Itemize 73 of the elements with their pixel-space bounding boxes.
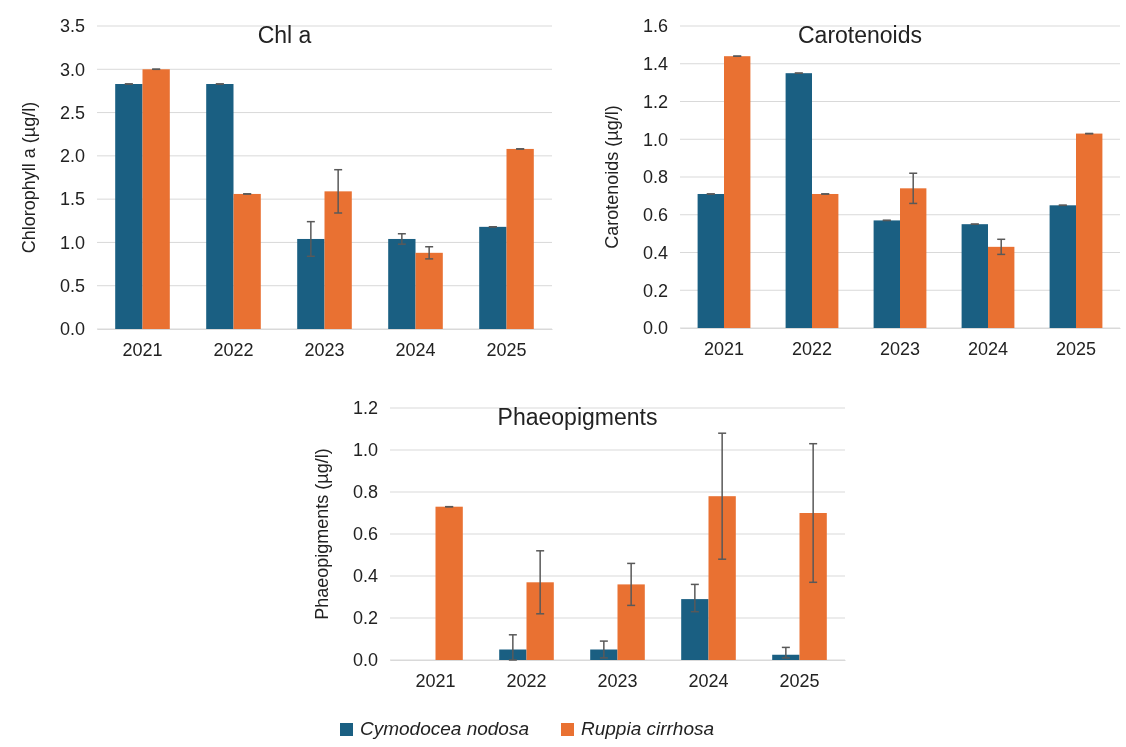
bar xyxy=(297,238,325,329)
y-tick-label: 1.0 xyxy=(59,232,85,253)
bar xyxy=(115,84,143,329)
y-tick-label: 3.5 xyxy=(59,16,85,37)
x-tick-label: 2021 xyxy=(415,670,456,691)
bar xyxy=(988,246,1015,328)
bar xyxy=(506,148,534,329)
y-axis-title: Chlorophyll a (µg/l) xyxy=(19,101,39,254)
y-tick-label: 2.0 xyxy=(59,146,85,167)
bar xyxy=(233,193,261,329)
bar xyxy=(1076,133,1103,328)
y-tick-label: 0.2 xyxy=(642,280,668,301)
y-tick-label: 2.5 xyxy=(59,102,85,123)
y-tick-label: 0.0 xyxy=(352,650,378,671)
x-tick-label: 2025 xyxy=(486,339,527,360)
y-tick-label: 0.2 xyxy=(352,608,378,629)
y-tick-label: 0.6 xyxy=(642,205,668,226)
bar xyxy=(697,193,724,328)
bar xyxy=(900,188,927,328)
y-tick-label: 1.2 xyxy=(352,398,378,419)
bar xyxy=(479,226,507,329)
x-tick-label: 2023 xyxy=(879,338,921,359)
x-tick-label: 2023 xyxy=(304,339,345,360)
x-tick-label: 2021 xyxy=(703,338,745,359)
y-tick-label: 0.8 xyxy=(352,482,378,503)
bar xyxy=(526,582,554,660)
bar xyxy=(388,238,416,329)
bar xyxy=(961,224,988,328)
chart-title: Chl a xyxy=(257,22,312,48)
bar xyxy=(681,599,709,660)
bar xyxy=(206,84,234,329)
bar xyxy=(724,56,751,328)
y-tick-label: 0.4 xyxy=(352,566,378,587)
y-tick-label: 0.6 xyxy=(352,524,378,545)
legend-label: Cymodocea nodosa xyxy=(360,718,529,739)
x-tick-label: 2021 xyxy=(122,339,163,360)
x-tick-label: 2023 xyxy=(597,670,638,691)
y-tick-label: 1.4 xyxy=(642,54,668,75)
y-tick-label: 1.5 xyxy=(59,189,85,210)
y-tick-label: 1.6 xyxy=(642,16,668,37)
x-tick-label: 2024 xyxy=(688,670,729,691)
x-tick-label: 2022 xyxy=(506,670,547,691)
bar xyxy=(708,496,736,660)
x-tick-label: 2022 xyxy=(791,338,833,359)
y-tick-label: 1.2 xyxy=(642,91,668,112)
bar xyxy=(873,220,900,328)
y-tick-label: 0.4 xyxy=(642,242,668,263)
legend-label: Ruppia cirrhosa xyxy=(581,718,715,739)
bar xyxy=(1049,205,1076,328)
bar xyxy=(617,584,645,660)
y-tick-label: 0.0 xyxy=(59,319,85,340)
bar xyxy=(324,191,352,329)
bar xyxy=(812,193,839,328)
bar xyxy=(799,513,827,660)
x-tick-label: 2024 xyxy=(395,339,436,360)
y-tick-label: 0.0 xyxy=(642,318,668,339)
bar xyxy=(435,506,463,660)
y-tick-label: 1.0 xyxy=(352,440,378,461)
y-axis-title: Phaeopigments (µg/l) xyxy=(312,448,332,620)
chart-title: Carotenoids xyxy=(797,22,923,48)
x-tick-label: 2022 xyxy=(213,339,254,360)
y-tick-label: 0.8 xyxy=(642,167,668,188)
y-tick-label: 1.0 xyxy=(642,129,668,150)
chart-title: Phaeopigments xyxy=(497,404,658,430)
x-tick-label: 2025 xyxy=(779,670,820,691)
bar xyxy=(142,69,170,329)
y-tick-label: 0.5 xyxy=(59,275,85,296)
y-tick-label: 3.0 xyxy=(59,59,85,80)
y-axis-title: Carotenoids (µg/l) xyxy=(602,105,622,249)
bar xyxy=(785,73,812,328)
x-tick-label: 2025 xyxy=(1055,338,1097,359)
bar xyxy=(415,252,443,329)
x-tick-label: 2024 xyxy=(967,338,1009,359)
